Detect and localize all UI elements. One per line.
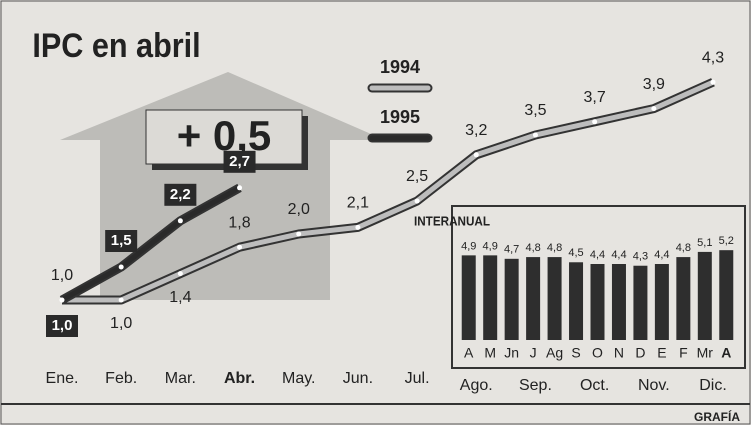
point xyxy=(237,245,242,250)
inset-x-label: A xyxy=(721,345,731,361)
bar xyxy=(483,255,497,340)
inset-x-label: F xyxy=(679,345,688,361)
x-tick-label: Jul. xyxy=(405,370,430,387)
bar-value-label: 4,9 xyxy=(483,240,498,252)
point xyxy=(296,232,301,237)
bar xyxy=(676,257,690,340)
x-tick-label: Sep. xyxy=(519,377,552,394)
bar-value-label: 4,3 xyxy=(633,251,648,263)
inset-x-label: D xyxy=(635,345,645,361)
point xyxy=(178,218,183,223)
x-tick-label: Ene. xyxy=(46,370,79,387)
bar xyxy=(591,264,605,340)
point xyxy=(651,106,656,111)
value-label: 2,1 xyxy=(347,195,369,212)
x-tick-label: Dic. xyxy=(699,377,727,394)
point xyxy=(415,199,420,204)
value-label: 4,3 xyxy=(702,49,724,66)
value-label: 2,7 xyxy=(229,153,250,170)
bar-value-label: 4,8 xyxy=(525,242,540,254)
value-label: 1,0 xyxy=(51,267,73,284)
point xyxy=(592,119,597,124)
legend-label: 1994 xyxy=(380,57,420,77)
value-label: 3,9 xyxy=(643,76,665,93)
inset-x-label: O xyxy=(592,345,603,361)
value-label: 2,2 xyxy=(170,186,191,203)
x-tick-label: Feb. xyxy=(105,370,137,387)
bar-value-label: 4,4 xyxy=(654,249,669,261)
bar xyxy=(462,255,476,340)
inset-x-label: Mr xyxy=(697,345,714,361)
x-tick-label: Oct. xyxy=(580,377,609,394)
bar-value-label: 4,9 xyxy=(461,240,476,252)
point xyxy=(355,225,360,230)
bar-value-label: 5,1 xyxy=(697,237,712,249)
x-tick-label: Abr. xyxy=(224,370,255,387)
value-label: 3,2 xyxy=(465,122,487,139)
inset-x-label: E xyxy=(657,345,666,361)
bar xyxy=(719,250,733,340)
value-label: 2,0 xyxy=(288,201,310,218)
inset-title: INTERANUAL xyxy=(414,214,490,229)
point xyxy=(474,152,479,157)
value-label: 1,4 xyxy=(169,289,191,306)
inset-x-label: M xyxy=(484,345,496,361)
inset-x-label: Ag xyxy=(546,345,563,361)
inset-x-label: J xyxy=(530,345,537,361)
bar-value-label: 4,5 xyxy=(568,247,583,259)
point xyxy=(178,271,183,276)
bar-value-label: 4,7 xyxy=(504,244,519,256)
value-label: 2,5 xyxy=(406,168,428,185)
x-tick-label: Jun. xyxy=(343,370,373,387)
bar xyxy=(569,262,583,340)
point xyxy=(533,133,538,138)
point xyxy=(119,265,124,270)
point xyxy=(119,298,124,303)
value-label: 3,7 xyxy=(584,89,606,106)
point xyxy=(711,80,716,85)
x-tick-label: May. xyxy=(282,370,315,387)
legend-label: 1995 xyxy=(380,107,420,127)
bar xyxy=(505,259,519,340)
bar-value-label: 4,8 xyxy=(676,242,691,254)
bar xyxy=(698,252,712,340)
bar-value-label: 5,2 xyxy=(719,235,734,247)
value-label: 1,0 xyxy=(110,315,132,332)
value-label: 1,0 xyxy=(52,317,73,334)
bar xyxy=(655,264,669,340)
value-label: 1,8 xyxy=(228,214,250,231)
point xyxy=(237,185,242,190)
x-tick-label: Ago. xyxy=(460,377,493,394)
bar-value-label: 4,4 xyxy=(611,249,626,261)
value-label: 1,5 xyxy=(111,232,132,249)
point xyxy=(60,298,65,303)
inset-x-label: S xyxy=(571,345,580,361)
bar xyxy=(612,264,626,340)
inset-x-label: N xyxy=(614,345,624,361)
bar-value-label: 4,4 xyxy=(590,249,605,261)
bar xyxy=(526,257,540,340)
chart: IPC en abril + 0,5 GRAFÍA INTERANUAL 199… xyxy=(0,0,751,425)
bar xyxy=(633,266,647,340)
bar xyxy=(548,257,562,340)
bar-value-label: 4,8 xyxy=(547,242,562,254)
x-tick-label: Nov. xyxy=(638,377,670,394)
credit: GRAFÍA xyxy=(694,409,740,424)
inset-x-label: Jn xyxy=(504,345,519,361)
inset-x-label: A xyxy=(464,345,474,361)
chart-title: IPC en abril xyxy=(32,27,200,65)
value-label: 3,5 xyxy=(524,102,546,119)
x-tick-label: Mar. xyxy=(165,370,196,387)
